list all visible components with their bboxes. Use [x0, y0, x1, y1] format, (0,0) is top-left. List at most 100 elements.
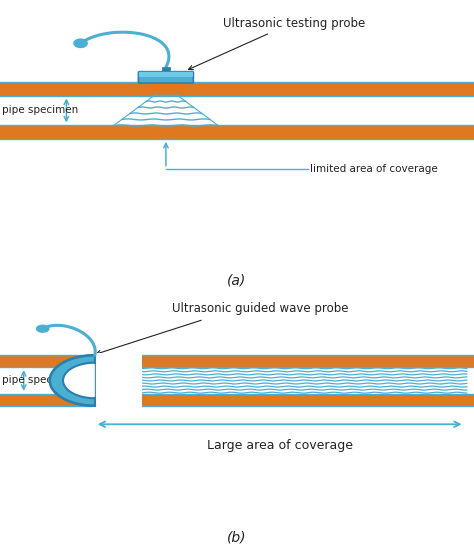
- Polygon shape: [77, 397, 83, 404]
- Text: Ultrasonic testing probe: Ultrasonic testing probe: [223, 17, 365, 30]
- Polygon shape: [59, 365, 70, 369]
- Polygon shape: [65, 361, 74, 367]
- Polygon shape: [88, 356, 91, 363]
- Polygon shape: [50, 381, 63, 382]
- Polygon shape: [82, 398, 86, 405]
- Polygon shape: [60, 364, 71, 369]
- Circle shape: [36, 325, 49, 332]
- Polygon shape: [80, 397, 84, 404]
- Polygon shape: [71, 359, 78, 366]
- Polygon shape: [93, 355, 94, 363]
- Polygon shape: [64, 394, 74, 399]
- Polygon shape: [54, 388, 66, 391]
- Polygon shape: [51, 374, 64, 376]
- Polygon shape: [52, 386, 65, 389]
- Polygon shape: [58, 390, 69, 395]
- Polygon shape: [54, 370, 66, 373]
- Polygon shape: [55, 388, 67, 392]
- Polygon shape: [91, 398, 93, 406]
- Polygon shape: [75, 397, 81, 403]
- Polygon shape: [79, 397, 84, 404]
- Polygon shape: [91, 355, 93, 363]
- Polygon shape: [58, 391, 69, 395]
- Text: Ultrasonic guided wave probe: Ultrasonic guided wave probe: [173, 302, 349, 315]
- Polygon shape: [72, 396, 79, 403]
- Polygon shape: [73, 358, 80, 365]
- Polygon shape: [64, 393, 73, 399]
- Polygon shape: [83, 356, 87, 363]
- Polygon shape: [82, 398, 86, 405]
- Polygon shape: [90, 356, 92, 363]
- Polygon shape: [64, 362, 74, 367]
- Polygon shape: [63, 363, 72, 368]
- Polygon shape: [61, 363, 72, 368]
- Polygon shape: [60, 392, 71, 397]
- Polygon shape: [55, 389, 67, 393]
- Wedge shape: [50, 355, 95, 406]
- Polygon shape: [61, 393, 72, 398]
- Polygon shape: [58, 366, 69, 370]
- Text: (a): (a): [228, 274, 246, 288]
- Polygon shape: [83, 398, 87, 405]
- Polygon shape: [52, 373, 64, 375]
- Polygon shape: [73, 396, 80, 403]
- Polygon shape: [92, 355, 93, 363]
- Polygon shape: [61, 363, 71, 369]
- Polygon shape: [66, 361, 75, 367]
- Polygon shape: [67, 361, 76, 367]
- Polygon shape: [51, 374, 64, 376]
- Polygon shape: [53, 387, 65, 390]
- Polygon shape: [55, 369, 67, 373]
- Polygon shape: [88, 398, 91, 405]
- Polygon shape: [56, 367, 68, 371]
- Polygon shape: [78, 397, 83, 404]
- Polygon shape: [72, 358, 79, 365]
- Polygon shape: [60, 392, 71, 397]
- Wedge shape: [63, 363, 95, 398]
- Polygon shape: [93, 398, 94, 406]
- Polygon shape: [52, 385, 64, 388]
- Bar: [162, 67, 170, 72]
- Polygon shape: [70, 395, 78, 401]
- Polygon shape: [57, 366, 69, 371]
- Polygon shape: [86, 356, 89, 363]
- Polygon shape: [57, 390, 68, 394]
- Polygon shape: [63, 362, 73, 368]
- Bar: [0, 355, 474, 367]
- Polygon shape: [81, 398, 85, 405]
- Polygon shape: [52, 372, 64, 375]
- Polygon shape: [78, 357, 83, 364]
- Polygon shape: [51, 375, 64, 377]
- Polygon shape: [89, 398, 91, 405]
- Polygon shape: [50, 383, 64, 385]
- Polygon shape: [85, 356, 88, 363]
- Polygon shape: [66, 394, 75, 400]
- Bar: [0, 96, 474, 126]
- Polygon shape: [51, 385, 64, 387]
- Polygon shape: [52, 373, 64, 375]
- Circle shape: [74, 39, 87, 48]
- Polygon shape: [50, 376, 64, 378]
- Polygon shape: [54, 369, 66, 373]
- Polygon shape: [62, 363, 72, 368]
- Polygon shape: [80, 397, 85, 404]
- Polygon shape: [60, 392, 70, 397]
- Polygon shape: [71, 359, 79, 366]
- Polygon shape: [50, 382, 63, 383]
- Polygon shape: [50, 382, 63, 383]
- Polygon shape: [53, 371, 65, 374]
- Polygon shape: [54, 388, 66, 392]
- Text: Large area of coverage: Large area of coverage: [207, 439, 353, 452]
- Polygon shape: [53, 371, 65, 374]
- Polygon shape: [54, 369, 66, 373]
- Polygon shape: [55, 368, 67, 372]
- Polygon shape: [51, 375, 64, 377]
- Polygon shape: [50, 376, 64, 378]
- Polygon shape: [59, 365, 70, 370]
- Polygon shape: [55, 389, 67, 393]
- Text: pipe specimen: pipe specimen: [2, 375, 79, 385]
- Polygon shape: [50, 379, 63, 380]
- Polygon shape: [86, 398, 89, 405]
- Polygon shape: [63, 393, 73, 399]
- Polygon shape: [86, 398, 89, 405]
